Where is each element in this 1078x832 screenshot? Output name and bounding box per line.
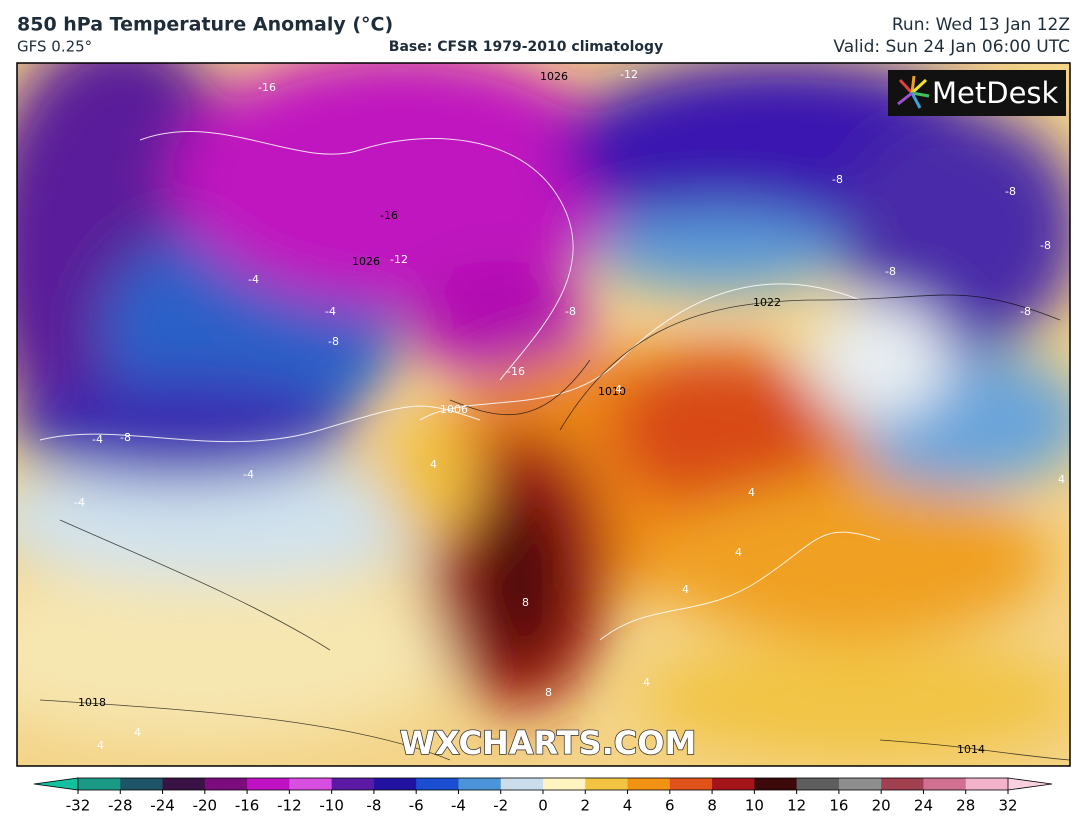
colorbar-tick-label: -12 — [277, 797, 302, 815]
logo-icon — [897, 75, 930, 109]
map-label: -4 — [243, 468, 254, 481]
map-label: 1018 — [78, 696, 106, 709]
colorbar-segment — [796, 778, 840, 790]
colorbar-tick-label: -24 — [150, 797, 175, 815]
colorbar-tick-label: -8 — [366, 797, 381, 815]
colorbar-segment — [458, 778, 502, 790]
colorbar-over — [1007, 777, 1053, 791]
map-label: 4 — [748, 486, 755, 499]
colorbar-tick-label: 28 — [956, 797, 975, 815]
map-label: 1026 — [540, 70, 568, 83]
colorbar-segment — [923, 778, 967, 790]
colorbar-tick-label: 0 — [538, 797, 548, 815]
map-label: -8 — [1020, 305, 1031, 318]
colorbar-segment — [416, 778, 459, 790]
map-label: 4 — [682, 583, 689, 596]
logo: MetDesk — [932, 76, 1059, 110]
map-label: -12 — [620, 68, 638, 81]
colorbar-segment — [162, 778, 206, 790]
colorbar-segment — [247, 778, 290, 790]
colorbar-segment — [881, 778, 924, 790]
colorbar-segment — [712, 778, 755, 790]
colorbar-tick-label: 12 — [787, 797, 806, 815]
colorbar-tick-label: -10 — [319, 797, 344, 815]
map-label: -8 — [1040, 239, 1051, 252]
watermark: WXCHARTS.COM — [400, 724, 697, 762]
colorbar-segment — [120, 778, 164, 790]
map-labels: -16 -12 1026 -16 -12 1026 -4 -4 -8 -8 -1… — [74, 68, 1065, 756]
map-label: 1022 — [753, 296, 781, 309]
colorbar-segment — [373, 778, 417, 790]
colorbar-segment — [204, 778, 248, 790]
map-label: 1026 — [352, 255, 380, 268]
valid: Valid: Sun 24 Jan 06:00 UTC — [833, 37, 1070, 57]
map-label: -16 — [258, 81, 276, 94]
colorbar-tick-label: 16 — [829, 797, 848, 815]
colorbar-tick-label: 10 — [745, 797, 764, 815]
map-label: -4 — [92, 433, 103, 446]
map-label: -12 — [390, 253, 408, 266]
colorbar-segment — [543, 778, 586, 790]
colorbar-segment — [754, 778, 798, 790]
colorbar-segment — [585, 778, 629, 790]
colorbar-segment — [838, 778, 882, 790]
map-label: 4 — [643, 676, 650, 689]
colorbar-under — [33, 777, 79, 791]
map-label: -8 — [885, 265, 896, 278]
model: GFS 0.25° — [17, 38, 92, 56]
colorbar-segment — [78, 778, 121, 790]
map-label: 1014 — [957, 743, 985, 756]
map-frame — [16, 62, 1071, 767]
colorbar-tick-label: -28 — [108, 797, 133, 815]
colorbar-tick-label: 20 — [872, 797, 891, 815]
colorbar-tick-label: -32 — [66, 797, 91, 815]
map-label: 4 — [735, 546, 742, 559]
map-label: -8 — [832, 173, 843, 186]
colorbar-segment — [669, 778, 713, 790]
map-label: -4 — [74, 496, 85, 509]
run: Run: Wed 13 Jan 12Z — [892, 15, 1070, 35]
map-label: -8 — [120, 431, 131, 444]
map-label: 1006 — [440, 403, 468, 416]
map-label: 4 — [430, 458, 437, 471]
map-label: 8 — [522, 596, 529, 609]
colorbar-tick-label: -16 — [235, 797, 260, 815]
map-field — [17, 63, 1070, 766]
colorbar-tick-label: 4 — [623, 797, 633, 815]
colorbar-tick-label: -2 — [493, 797, 508, 815]
colorbar-tick-label: 8 — [707, 797, 717, 815]
map-label: -16 — [507, 365, 525, 378]
map-label: -4 — [325, 305, 336, 318]
colorbar-tick-label: -6 — [409, 797, 424, 815]
map-label: 4 — [97, 739, 104, 752]
map-label: -8 — [1005, 185, 1016, 198]
map-label: -8 — [328, 335, 339, 348]
map-label: 8 — [545, 686, 552, 699]
map-label: 1010 — [598, 385, 626, 398]
colorbar-tick-label: -20 — [193, 797, 218, 815]
colorbar-tick-label: 2 — [580, 797, 590, 815]
base: Base: CFSR 1979-2010 climatology — [389, 39, 663, 55]
colorbar-segment — [331, 778, 375, 790]
map-label: 4 — [1058, 473, 1065, 486]
map-label: -16 — [380, 209, 398, 222]
title: 850 hPa Temperature Anomaly (°C) — [17, 14, 393, 36]
map-label: -4 — [248, 273, 259, 286]
colorbar-tick-label: 32 — [998, 797, 1017, 815]
colorbar-tick-label: 6 — [665, 797, 675, 815]
map-label: 4 — [134, 726, 141, 739]
colorbar-tick-label: 24 — [914, 797, 933, 815]
map-label: -8 — [565, 305, 576, 318]
colorbar-segment — [289, 778, 333, 790]
map-label: 4 — [615, 383, 622, 396]
colorbar-segment — [627, 778, 671, 790]
colorbar-segment — [500, 778, 544, 790]
colorbar-segment — [965, 778, 1009, 790]
colorbar-tick-label: -4 — [451, 797, 466, 815]
colorbar: -32 -28 -24 -20 -16 -12 -10 -8 -6 -4 -2 0 2 4 6 8 10 12 16… — [33, 777, 1053, 815]
